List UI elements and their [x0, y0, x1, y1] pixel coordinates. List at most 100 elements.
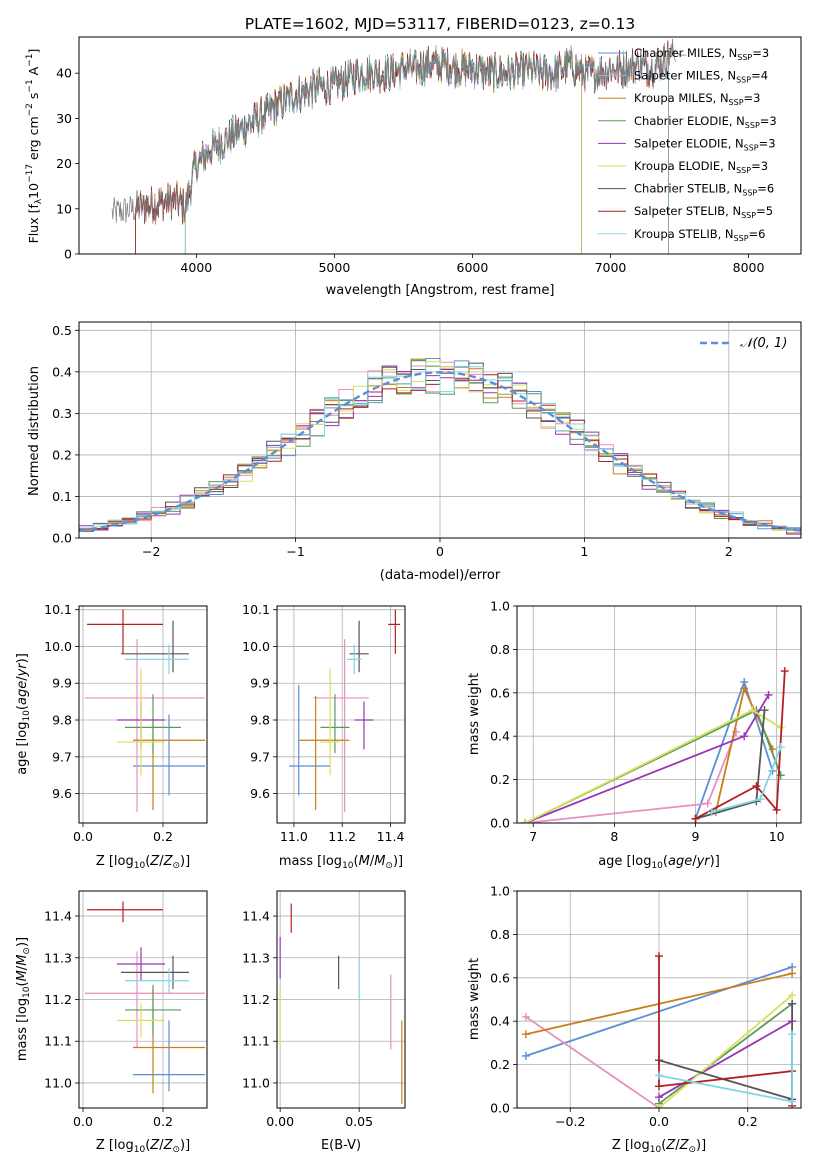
- point-marker: [788, 1097, 797, 1106]
- x-tick-label: 5000: [318, 260, 350, 275]
- y-tick-label: 0.4: [52, 364, 72, 379]
- y-tick-label: 0.8: [490, 927, 510, 942]
- line-chabrier-elodie: [658, 1003, 793, 1105]
- y-tick-label: 11.2: [44, 992, 72, 1007]
- line-chabrier-stelib: [695, 710, 766, 820]
- errorbar-salpeter-stelib: [87, 901, 163, 923]
- age-vs-metallicity-panel: age [log10(age/yr)] Z [log10(Z/Z⊙)] 0.0 0…: [15, 602, 208, 871]
- plot-frame: [78, 321, 802, 539]
- x-tick-label: 9: [692, 829, 700, 844]
- age-z-ylabel: age [log10(age/yr)]: [15, 653, 32, 775]
- mass-weight-lines: [521, 952, 797, 1108]
- y-tick-label: 0.2: [490, 772, 510, 787]
- errorbar-chabrier-elodie: [320, 694, 350, 754]
- spectrum-model-chabrier-stelib: [135, 43, 669, 254]
- y-tick-label: 0.2: [490, 1057, 510, 1072]
- point-marker: [772, 805, 781, 814]
- y-tick-label: 9.7: [250, 749, 270, 764]
- y-tick-label: 9.6: [52, 786, 72, 801]
- point-marker: [521, 1051, 530, 1060]
- point-marker: [756, 795, 765, 804]
- plot-frame: [78, 36, 802, 255]
- x-tick-label: 11.4: [377, 829, 405, 844]
- errorbar-kroupa-stelib: [347, 644, 362, 675]
- plot-frame: [78, 890, 208, 1109]
- point-marker: [780, 667, 789, 676]
- spectrum-lines: [111, 38, 687, 254]
- y-tick-label: 0.6: [490, 685, 510, 700]
- mass-z-xlabel: Z [log10(Z/Z⊙)]: [96, 1138, 190, 1155]
- plot-frame: [276, 890, 406, 1109]
- age-mass-xlabel: mass [log10(M/M⊙)]: [279, 854, 403, 871]
- y-tick-label: 11.2: [242, 992, 270, 1007]
- legend-label: 𝒩(0, 1): [740, 336, 787, 351]
- y-tick-label: 0.2: [52, 447, 72, 462]
- mw-age-xlabel: age [log10(age/yr)]: [598, 854, 720, 871]
- y-tick-label: 0.4: [490, 1014, 510, 1029]
- errorbar-chabrier-miles: [133, 1020, 205, 1092]
- legend-label: Salpeter ELODIE, NSSP=3: [634, 136, 776, 152]
- mw-z-ylabel: mass weight: [467, 958, 482, 1040]
- errorbars: [279, 903, 403, 1104]
- point-marker: [740, 684, 749, 693]
- histograms: [79, 358, 801, 537]
- mass-weight-lines: [521, 667, 789, 823]
- mw-age-ylabel: mass weight: [467, 673, 482, 755]
- spectrum-ylabel: Flux [fλ10−17 erg cm−2 s−1 A−1]: [25, 49, 44, 244]
- axes-1: −2 −1 0 1 2 0.0 0.1 0.2 0.3 0.4 0.5: [52, 322, 801, 559]
- mass-ebv-xlabel: E(B-V): [321, 1138, 361, 1153]
- x-tick-label: 6000: [457, 260, 489, 275]
- y-tick-label: 10.1: [242, 602, 270, 617]
- mass-weight-vs-age-panel: mass weight age [log10(age/yr)] 7 8 9 10 0.0…: [467, 599, 802, 871]
- point-marker: [655, 1071, 663, 1080]
- x-tick-label: 2: [725, 544, 733, 559]
- errorbar-chabrier-elodie: [125, 694, 181, 754]
- age-vs-mass-panel: mass [log10(M/M⊙)] 11.0 11.2 11.4 9.6 9.7 9.8…: [242, 602, 406, 871]
- point-marker: [788, 991, 797, 1000]
- y-tick-label: 11.3: [44, 950, 72, 965]
- y-tick-label: 9.8: [52, 713, 72, 728]
- x-tick-label: 0.0: [73, 829, 93, 844]
- mass-vs-ebv-panel: E(B-V) 0.00 0.05 11.0 11.1 11.2 11.3 11.4: [242, 890, 406, 1153]
- y-tick-label: 10.0: [242, 639, 270, 654]
- point-marker: [776, 743, 785, 752]
- point-marker: [740, 732, 749, 741]
- point-marker: [521, 1030, 530, 1039]
- axes-0: 4000 5000 6000 7000 8000 0 10 20 30 40: [56, 66, 764, 275]
- point-marker: [655, 952, 663, 961]
- mass-z-ylabel: mass [log10(M/M⊙)]: [15, 937, 32, 1061]
- x-tick-label: 0.00: [266, 1114, 294, 1129]
- mass-vs-metallicity-panel: mass [log10(M/M⊙)] Z [log10(Z/Z⊙)] 0.0 0.…: [15, 890, 208, 1155]
- errorbar-chabrier-stelib: [121, 620, 189, 673]
- plot-frame: [78, 605, 208, 824]
- y-tick-label: 0.4: [490, 729, 510, 744]
- y-tick-label: 0.0: [490, 816, 510, 831]
- x-tick-label: 7000: [595, 260, 627, 275]
- point-marker: [655, 1093, 663, 1102]
- errorbar-kroupa-miles: [298, 696, 350, 811]
- y-tick-label: 0.0: [52, 531, 72, 546]
- errorbar-kroupa-elodie: [117, 668, 165, 776]
- x-tick-label: 0: [436, 544, 444, 559]
- y-tick-label: 0.3: [52, 406, 72, 421]
- errorbar-salpeter-miles: [85, 639, 205, 812]
- errorbar-salpeter-stelib: [388, 609, 401, 654]
- errorbar-chabrier-miles: [133, 714, 205, 796]
- y-tick-label: 9.7: [52, 749, 72, 764]
- legend-label: Chabrier MILES, NSSP=3: [634, 46, 769, 62]
- line-salpeter-miles: [525, 1016, 660, 1108]
- spectrum-panel: PLATE=1602, MJD=53117, FIBERID=0123, z=0…: [25, 15, 802, 298]
- y-tick-label: 0.1: [52, 489, 72, 504]
- point-marker: [521, 1012, 530, 1021]
- errorbar-kroupa-stelib: [125, 968, 189, 994]
- point-marker: [707, 808, 716, 817]
- errorbar-kroupa-stelib: [125, 644, 189, 675]
- y-tick-label: 20: [56, 156, 72, 171]
- axes-2: 0.0 0.2 9.6 9.7 9.8 9.9 10.0 10.1: [44, 602, 207, 844]
- axes-4: 7 8 9 10 0.0 0.2 0.4 0.6 0.8 1.0: [490, 599, 801, 844]
- y-tick-label: 9.6: [250, 786, 270, 801]
- x-tick-label: 8000: [733, 260, 765, 275]
- y-tick-label: 11.3: [242, 950, 270, 965]
- x-tick-label: 4000: [180, 260, 212, 275]
- line-salpeter-stelib: [695, 671, 786, 820]
